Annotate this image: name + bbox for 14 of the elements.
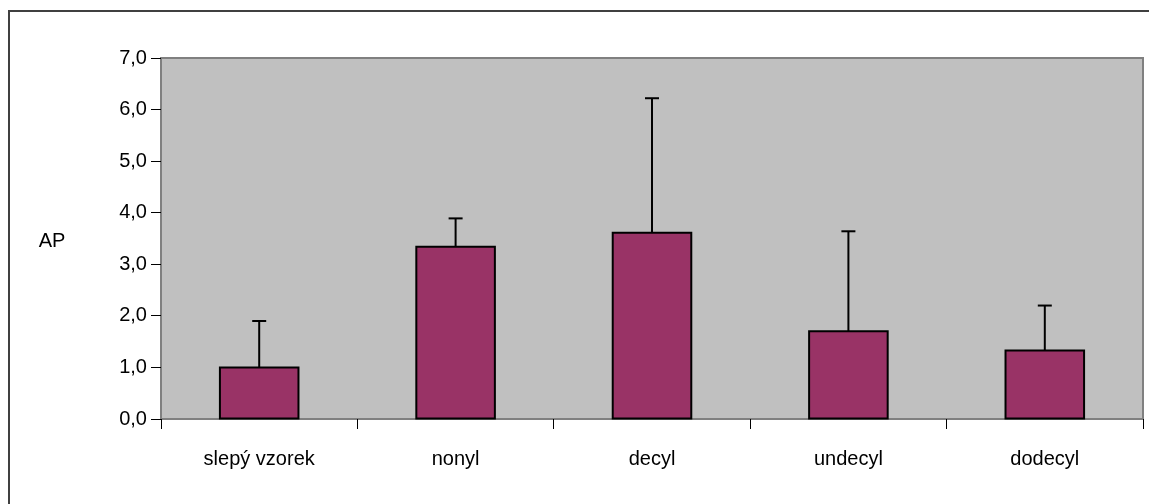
x-tick-label: undecyl (813, 446, 883, 469)
y-axis-title: AP (38, 229, 66, 252)
y-tick-label: 5,0 (119, 148, 147, 171)
x-tick-label: dodecyl (1010, 446, 1080, 469)
y-tick-label: 2,0 (119, 303, 147, 326)
y-tick-label: 6,0 (119, 97, 147, 120)
y-tick-label: 7,0 (119, 45, 147, 68)
y-tick-label: 0,0 (119, 406, 147, 429)
x-tick-label: decyl (628, 446, 676, 469)
y-tick-label: 1,0 (119, 354, 147, 377)
y-tick-label: 3,0 (119, 251, 147, 274)
x-tick-label: nonyl (431, 446, 480, 469)
y-tick-label: 4,0 (119, 200, 147, 223)
x-tick-label: slepý vzorek (203, 446, 316, 469)
